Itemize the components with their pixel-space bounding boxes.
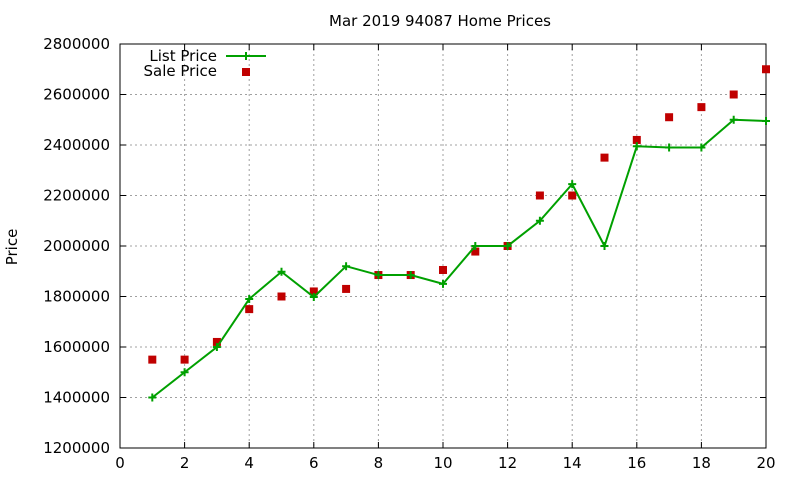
chart-title: Mar 2019 94087 Home Prices (329, 12, 551, 30)
list-price-point (697, 143, 706, 152)
list-price-point (212, 343, 221, 351)
list-price-point (665, 143, 674, 152)
y-axis-label: Price (3, 229, 21, 266)
sale-price-point (600, 153, 609, 162)
x-tick-label: 12 (498, 454, 517, 472)
list-price-point (342, 262, 351, 271)
sale-price-point (180, 355, 189, 364)
tick-labels: 0 2 4 6 8 10 12 14 16 18 20 1200000 1400000 1600000 18… (43, 35, 775, 472)
list-price-line (151, 118, 767, 399)
x-tick-label: 16 (627, 454, 646, 472)
legend-marker-list-price (242, 52, 250, 60)
sale-price-point (148, 355, 157, 364)
x-tick-label: 2 (180, 454, 190, 472)
y-tick-label: 2000000 (43, 237, 110, 255)
list-price-point (568, 180, 577, 189)
list-price-point (439, 279, 447, 288)
sale-price-point (277, 292, 286, 301)
sale-price-point (245, 305, 254, 314)
sale-price-point (212, 337, 221, 346)
x-tick-label: 0 (115, 454, 125, 472)
list-price-point (245, 295, 254, 304)
list-price-point (148, 393, 157, 402)
x-tick-label: 14 (563, 454, 582, 472)
list-price-point (535, 216, 544, 225)
x-tick-label: 4 (244, 454, 254, 472)
x-tick-label: 10 (433, 454, 452, 472)
sale-price-point (309, 287, 318, 296)
sale-price-point (535, 191, 544, 200)
list-price-point (503, 242, 512, 250)
list-price-point (180, 368, 189, 377)
y-tick-label: 1400000 (43, 389, 110, 407)
sale-price-point (439, 265, 447, 274)
x-tick-label: 8 (374, 454, 384, 472)
sale-price-point (471, 247, 480, 256)
grid-lines (120, 44, 766, 448)
list-price-point (729, 115, 738, 124)
legend-label-sale-price: Sale Price (144, 62, 217, 80)
sale-price-point (342, 284, 351, 293)
sale-price-point (632, 135, 641, 144)
y-tick-label: 1600000 (43, 338, 110, 356)
y-tick-label: 2200000 (43, 187, 110, 205)
y-tick-label: 2800000 (43, 35, 110, 53)
list-price-point (277, 267, 286, 276)
sale-price-point (762, 65, 770, 74)
sale-price-point (665, 113, 674, 122)
y-tick-label: 1200000 (43, 439, 110, 457)
list-price-point (374, 271, 383, 280)
legend-marker-sale-price (242, 68, 250, 76)
x-tick-label: 20 (756, 454, 775, 472)
sale-price-point (568, 191, 577, 200)
legend-label-list-price: List Price (149, 47, 217, 65)
y-tick-label: 2400000 (43, 136, 110, 154)
sale-price-point (729, 90, 738, 99)
sale-price-point (697, 103, 706, 112)
list-price-point (600, 242, 609, 250)
y-tick-label: 1800000 (43, 288, 110, 306)
legend: List Price Sale Price (144, 47, 266, 80)
list-price-point (309, 293, 318, 302)
x-tick-label: 6 (309, 454, 319, 472)
data-series (148, 65, 770, 402)
tick-marks (119, 43, 767, 449)
list-price-point (471, 242, 480, 250)
list-price-point (762, 117, 770, 126)
list-price-point (632, 142, 641, 151)
y-tick-label: 2600000 (43, 86, 110, 104)
x-tick-label: 18 (692, 454, 711, 472)
list-price-point (406, 271, 415, 280)
